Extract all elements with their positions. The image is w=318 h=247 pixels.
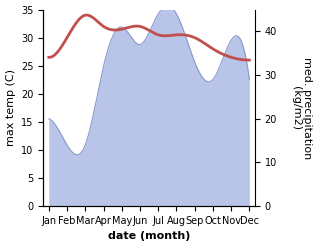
Y-axis label: max temp (C): max temp (C) xyxy=(5,69,16,146)
Y-axis label: med. precipitation
(kg/m2): med. precipitation (kg/m2) xyxy=(291,57,313,159)
X-axis label: date (month): date (month) xyxy=(108,231,190,242)
